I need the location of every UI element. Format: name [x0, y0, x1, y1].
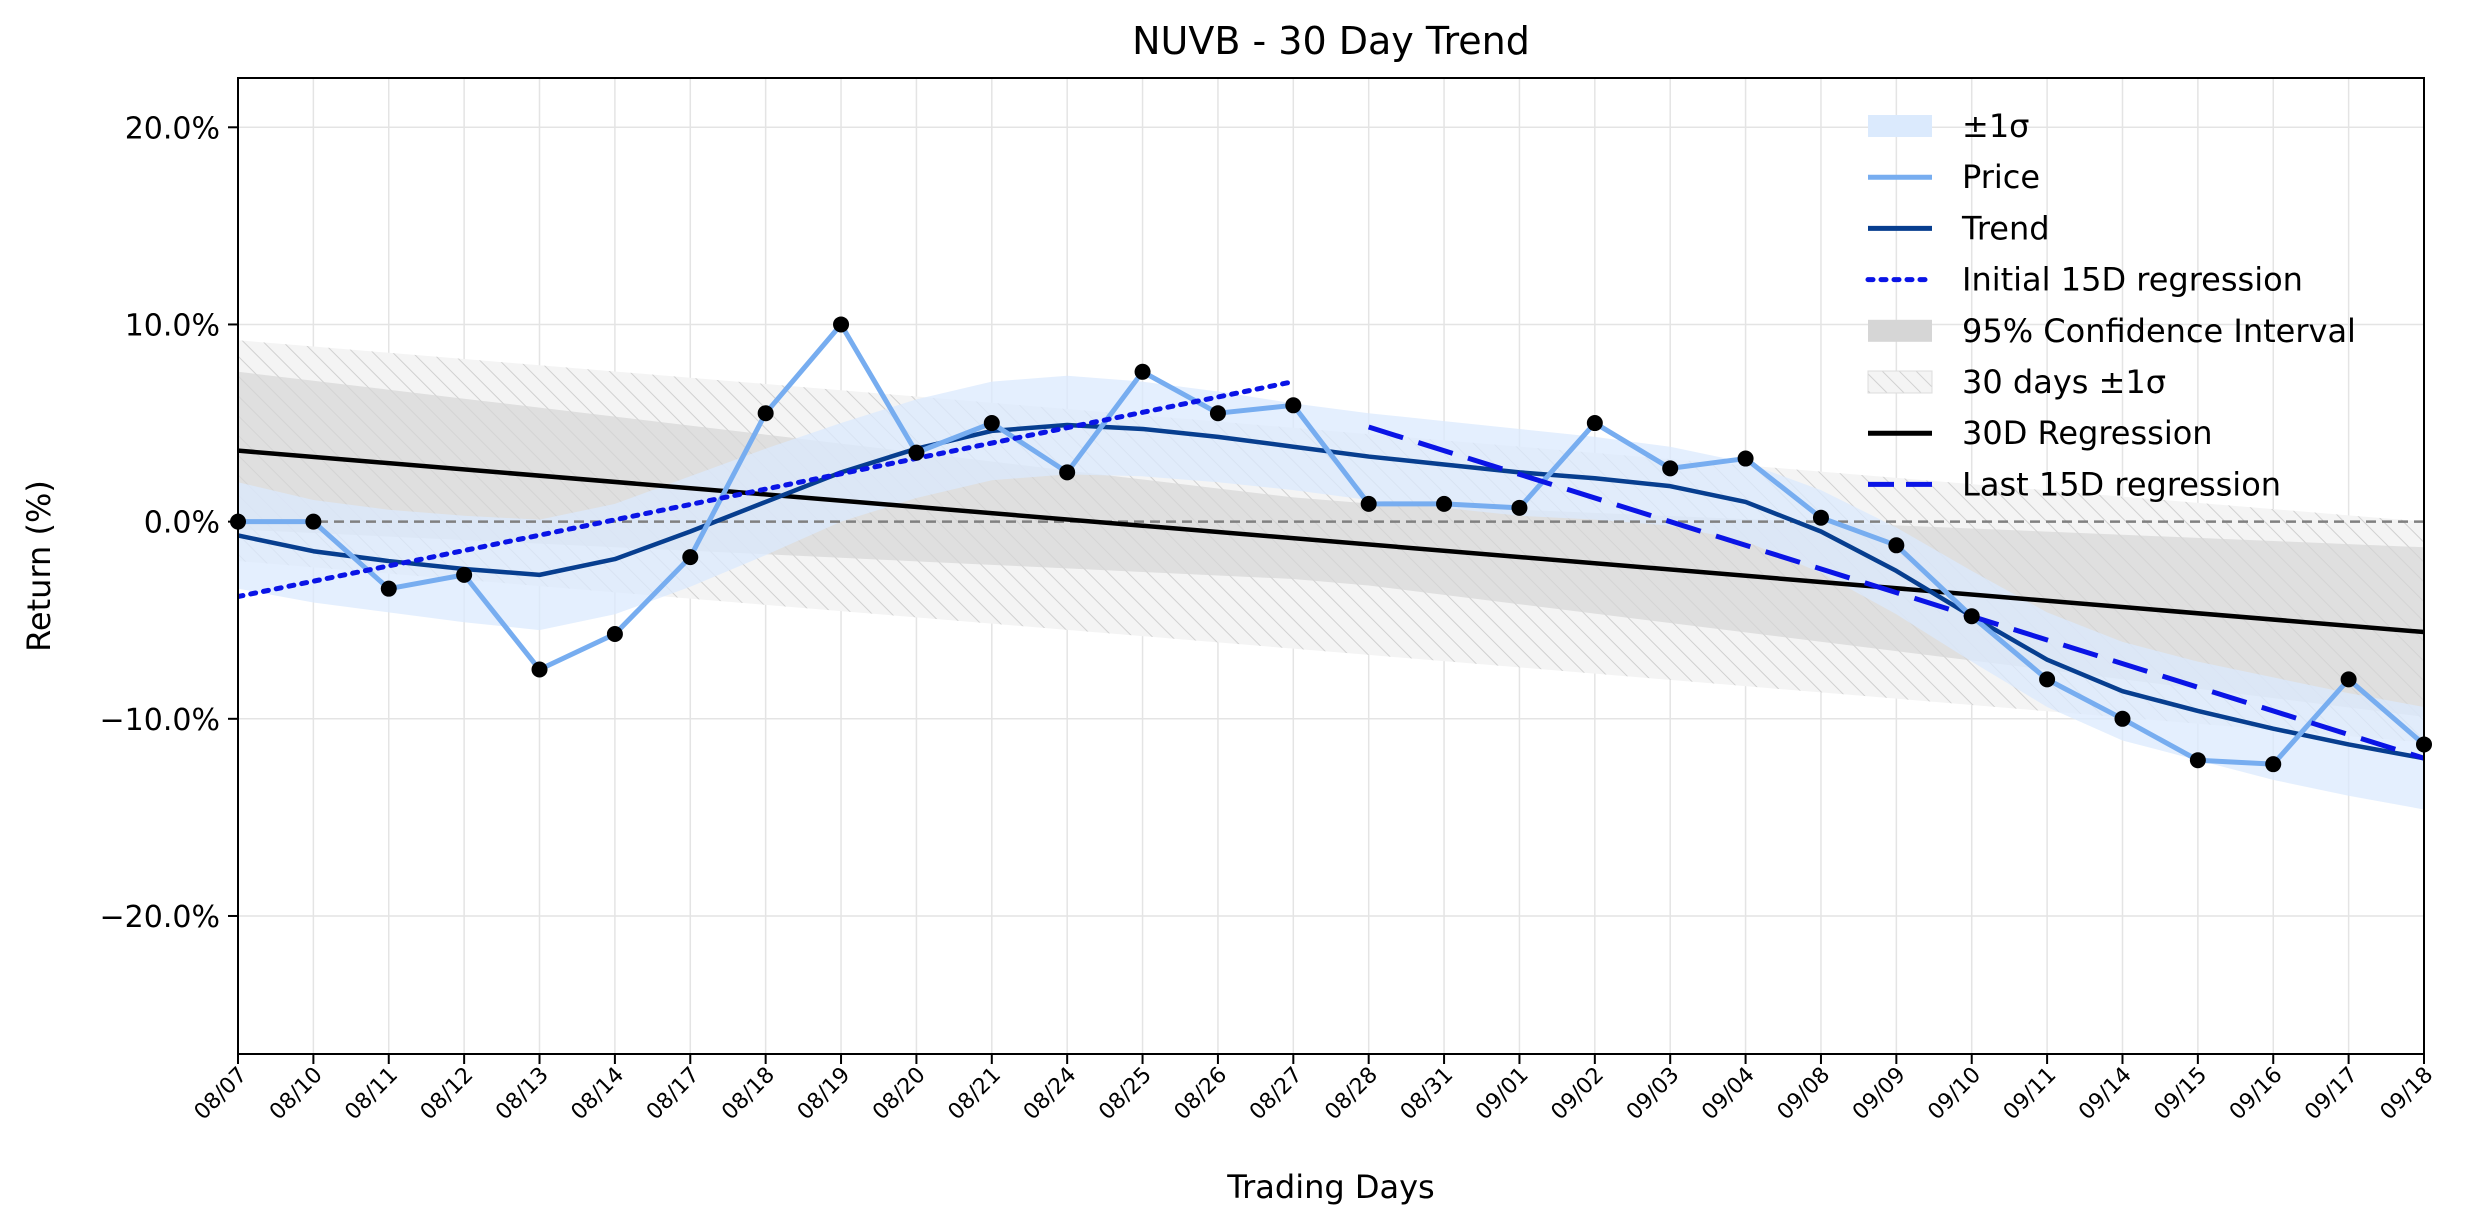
price-point: [2114, 710, 2131, 727]
legend-label: ±1σ: [1962, 107, 2029, 145]
price-point: [1888, 537, 1905, 554]
price-point: [606, 626, 623, 643]
price-point: [1209, 405, 1226, 422]
price-point: [983, 415, 1000, 432]
x-tick-label: 09/01: [1471, 1063, 1534, 1126]
x-tick-label: 08/17: [642, 1063, 705, 1126]
price-point: [1586, 415, 1603, 432]
price-point: [2340, 671, 2357, 688]
legend-label: Price: [1962, 158, 2040, 196]
x-tick-label: 08/07: [190, 1063, 253, 1126]
price-point: [833, 316, 850, 333]
regression-30d-line: [238, 448, 2424, 635]
plot-frame: [237, 77, 2425, 1055]
price-point: [380, 580, 397, 597]
price-point: [1812, 509, 1829, 526]
x-tick-label: 08/31: [1396, 1063, 1459, 1126]
x-tick-label: 08/14: [567, 1063, 630, 1126]
x-tick-label: 08/13: [491, 1063, 554, 1126]
legend-swatch-hatch: [1867, 370, 1933, 394]
x-tick-label: 08/10: [265, 1063, 328, 1126]
last-15d-regression-line: [1367, 424, 2424, 761]
price-point: [682, 549, 699, 566]
price-point: [456, 566, 473, 583]
x-tick-label: 08/27: [1245, 1063, 1308, 1126]
x-tick-label: 08/21: [944, 1063, 1007, 1126]
y-tick-label: 0.0%: [144, 506, 220, 541]
x-tick-label: 09/15: [2150, 1063, 2213, 1126]
x-tick-label: 08/24: [1019, 1063, 1082, 1126]
x-tick-label: 09/18: [2376, 1063, 2439, 1126]
y-axis: 20.0% 10.0% 0.0% −10.0% −20.0%: [100, 111, 238, 935]
price-point: [1059, 464, 1076, 481]
legend-label: Last 15D regression: [1962, 465, 2281, 503]
x-axis-label: Trading Days: [1226, 1168, 1434, 1206]
legend-item: 95% Confidence Interval: [1868, 312, 2356, 350]
price-point: [908, 444, 925, 461]
x-tick-label: 08/28: [1320, 1063, 1383, 1126]
y-tick-label: −10.0%: [100, 703, 220, 738]
legend-item: Price: [1868, 158, 2040, 196]
price-point: [2189, 752, 2206, 769]
y-tick-label: −20.0%: [100, 900, 220, 935]
price-point: [1963, 608, 1980, 625]
x-tick-label: 09/11: [1999, 1063, 2062, 1126]
legend-item: Last 15D regression: [1868, 465, 2281, 503]
x-tick-label: 08/18: [717, 1063, 780, 1126]
legend-item: Initial 15D regression: [1865, 261, 2303, 299]
price-point: [2039, 671, 2056, 688]
x-tick-label: 08/11: [340, 1063, 403, 1126]
price-point: [1662, 460, 1679, 477]
price-point: [1134, 363, 1151, 380]
legend-label: 95% Confidence Interval: [1962, 312, 2356, 350]
y-tick-label: 20.0%: [125, 111, 220, 146]
price-point: [1360, 495, 1377, 512]
y-tick-label: 10.0%: [125, 308, 220, 343]
legend-label: Initial 15D regression: [1962, 261, 2303, 299]
legend-item: ±1σ: [1868, 107, 2029, 145]
price-line: [238, 321, 2424, 767]
initial-15d-regression-line: [238, 379, 1296, 600]
price-point: [757, 405, 774, 422]
price-point: [1511, 499, 1528, 516]
chart-title: NUVB - 30 Day Trend: [1132, 19, 1530, 63]
y-axis-label: Return (%): [20, 480, 58, 652]
legend-item: 30 days ±1σ: [1867, 363, 2166, 401]
x-tick-label: 08/20: [868, 1063, 931, 1126]
legend: ±1σ Price Trend Initial 15D regression 95% C…: [1865, 107, 2356, 503]
x-tick-label: 09/03: [1622, 1063, 1685, 1126]
legend-swatch-sigma: [1868, 115, 1932, 137]
price-point: [531, 661, 548, 678]
price-point: [1436, 495, 1453, 512]
legend-item: Trend: [1868, 209, 2050, 247]
x-tick-label: 08/12: [416, 1063, 479, 1126]
x-axis: 08/07 08/10 08/11 08/12 08/13 08/14 08/17 08/18…: [190, 1054, 2439, 1126]
price-point: [1737, 450, 1754, 467]
price-point: [2265, 756, 2282, 773]
x-tick-label: 08/25: [1094, 1063, 1157, 1126]
x-tick-label: 09/04: [1697, 1063, 1760, 1126]
x-tick-label: 09/10: [1923, 1063, 1986, 1126]
x-tick-label: 08/19: [793, 1063, 856, 1126]
price-point: [305, 513, 322, 530]
x-tick-label: 08/26: [1170, 1063, 1233, 1126]
x-tick-label: 09/02: [1547, 1063, 1610, 1126]
x-tick-label: 09/09: [1848, 1063, 1911, 1126]
legend-swatch-confidence: [1868, 319, 1932, 342]
x-tick-label: 09/14: [2074, 1063, 2137, 1126]
x-tick-label: 09/17: [2300, 1063, 2363, 1126]
legend-label: 30D Regression: [1962, 414, 2213, 452]
price-point: [1285, 397, 1302, 414]
x-tick-label: 09/08: [1773, 1063, 1836, 1126]
legend-label: Trend: [1961, 209, 2050, 247]
legend-item: 30D Regression: [1868, 414, 2213, 452]
x-tick-label: 09/16: [2225, 1063, 2288, 1126]
legend-label: 30 days ±1σ: [1962, 363, 2166, 401]
